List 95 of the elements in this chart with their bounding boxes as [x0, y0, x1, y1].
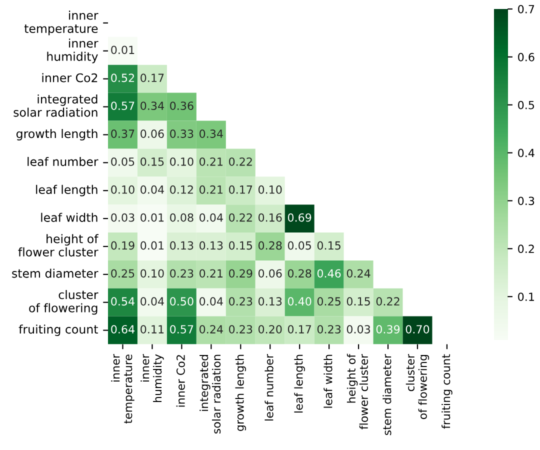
data-label: 0.10 [111, 185, 134, 194]
data-label: 0.08 [170, 213, 194, 222]
data-label: 0.17 [229, 185, 252, 194]
data-label: 0.16 [258, 213, 282, 222]
x-tick-label: leaf width [324, 354, 332, 408]
y-tick-label: integrated solar radiation [14, 94, 98, 117]
x-tick-label: leaf length [294, 354, 305, 413]
data-label: 0.37 [111, 130, 134, 138]
data-label: 0.06 [258, 269, 282, 278]
y-tick-label: inner Co2 [42, 73, 98, 82]
x-tick-label: fruiting count [442, 354, 452, 429]
data-label: 0.39 [376, 325, 400, 334]
data-label: 0.22 [376, 297, 400, 306]
y-tick-label: inner humidity [47, 38, 98, 64]
data-label: 0.19 [111, 241, 134, 250]
data-label: 0.12 [170, 185, 193, 194]
data-label: 0.05 [111, 157, 134, 166]
data-label: 0.24 [200, 325, 223, 334]
data-label: 0.23 [317, 325, 341, 334]
y-tick-label: height of flower cluster [18, 234, 99, 257]
data-label: 0.21 [200, 269, 223, 278]
data-label: 0.03 [111, 213, 134, 222]
data-label: 0.46 [317, 269, 341, 278]
data-label: 0.17 [140, 74, 164, 82]
x-tick-label: cluster of flowering [406, 354, 430, 420]
color-bar-label: 0.5 [518, 100, 534, 110]
data-label: 0.64 [111, 325, 134, 334]
data-label: 0.01 [140, 213, 164, 222]
color-bar-label: 0.7 [518, 4, 534, 14]
data-label: 0.04 [200, 213, 223, 222]
data-label: 0.69 [288, 213, 312, 222]
data-label: 0.52 [111, 74, 134, 82]
data-label: 0.03 [346, 325, 370, 334]
data-label: 0.01 [111, 46, 134, 54]
data-label: 0.20 [258, 325, 282, 334]
data-label: 0.57 [111, 102, 134, 110]
y-tick-label: leaf width [41, 212, 98, 222]
data-label: 0.10 [258, 185, 282, 194]
data-label: 0.29 [229, 269, 252, 278]
y-tick-label: leaf length [36, 184, 98, 196]
data-label: 0.04 [140, 297, 164, 306]
data-label: 0.13 [170, 241, 194, 250]
data-label: 0.24 [346, 269, 370, 278]
data-label: 0.15 [317, 241, 340, 250]
x-tick-label: inner Co2 [176, 355, 185, 407]
x-tick-label: growth length [235, 354, 246, 431]
y-tick-label: fruiting count [18, 324, 98, 336]
data-label: 0.15 [229, 241, 252, 250]
data-label: 0.06 [140, 130, 164, 138]
x-tick-label: height of flower cluster [346, 354, 368, 430]
data-label: 0.33 [170, 130, 194, 138]
data-label: 0.01 [140, 241, 164, 250]
data-label: 0.05 [288, 241, 311, 250]
data-label: 0.54 [111, 297, 134, 306]
data-label: 0.17 [288, 325, 312, 334]
data-label: 0.22 [229, 213, 252, 222]
y-tick-label: growth length [16, 129, 98, 140]
data-label: 0.15 [140, 157, 164, 166]
y-tick-label: leaf number [28, 156, 98, 166]
data-label: 0.25 [111, 269, 134, 278]
data-label: 0.15 [346, 297, 370, 306]
data-label: 0.40 [288, 297, 312, 306]
data-label: 0.10 [170, 157, 194, 166]
data-label: 0.21 [200, 185, 223, 194]
data-label: 0.11 [140, 325, 164, 334]
data-label: 0.22 [229, 157, 252, 166]
data-label: 0.25 [317, 297, 340, 306]
data-label: 0.34 [200, 130, 223, 138]
data-label: 0.04 [140, 185, 164, 194]
x-tick-label: inner humidity [140, 354, 164, 402]
data-label: 0.70 [406, 325, 430, 334]
data-label: 0.10 [140, 269, 164, 278]
color-bar-label: 0.2 [518, 244, 534, 254]
data-label: 0.28 [258, 241, 282, 250]
data-label: 0.23 [170, 269, 194, 278]
color-bar-label: 0.3 [518, 196, 534, 206]
x-tick-label: stem diameter [382, 354, 392, 436]
x-tick-label: integrated solar radiation [200, 354, 221, 434]
y-tick-label: stem diameter [12, 268, 98, 278]
data-label: 0.23 [229, 297, 252, 306]
data-label: 0.13 [200, 241, 223, 250]
data-label: 0.34 [140, 102, 164, 110]
data-label: 0.57 [170, 325, 194, 334]
data-label: 0.36 [170, 102, 194, 110]
data-label: 0.04 [200, 297, 223, 306]
x-tick-label: leaf number [264, 354, 274, 420]
data-label: 0.13 [258, 297, 282, 306]
data-label: 0.28 [288, 269, 312, 278]
data-label: 0.23 [229, 325, 252, 334]
color-bar-label: 0.4 [518, 148, 534, 158]
data-label: 0.50 [170, 297, 194, 306]
y-tick-label: cluster of flowering [29, 290, 98, 315]
color-bar-label: 0.6 [518, 52, 534, 62]
color-bar-label: 0.1 [518, 292, 534, 301]
data-label: 0.21 [200, 157, 223, 166]
